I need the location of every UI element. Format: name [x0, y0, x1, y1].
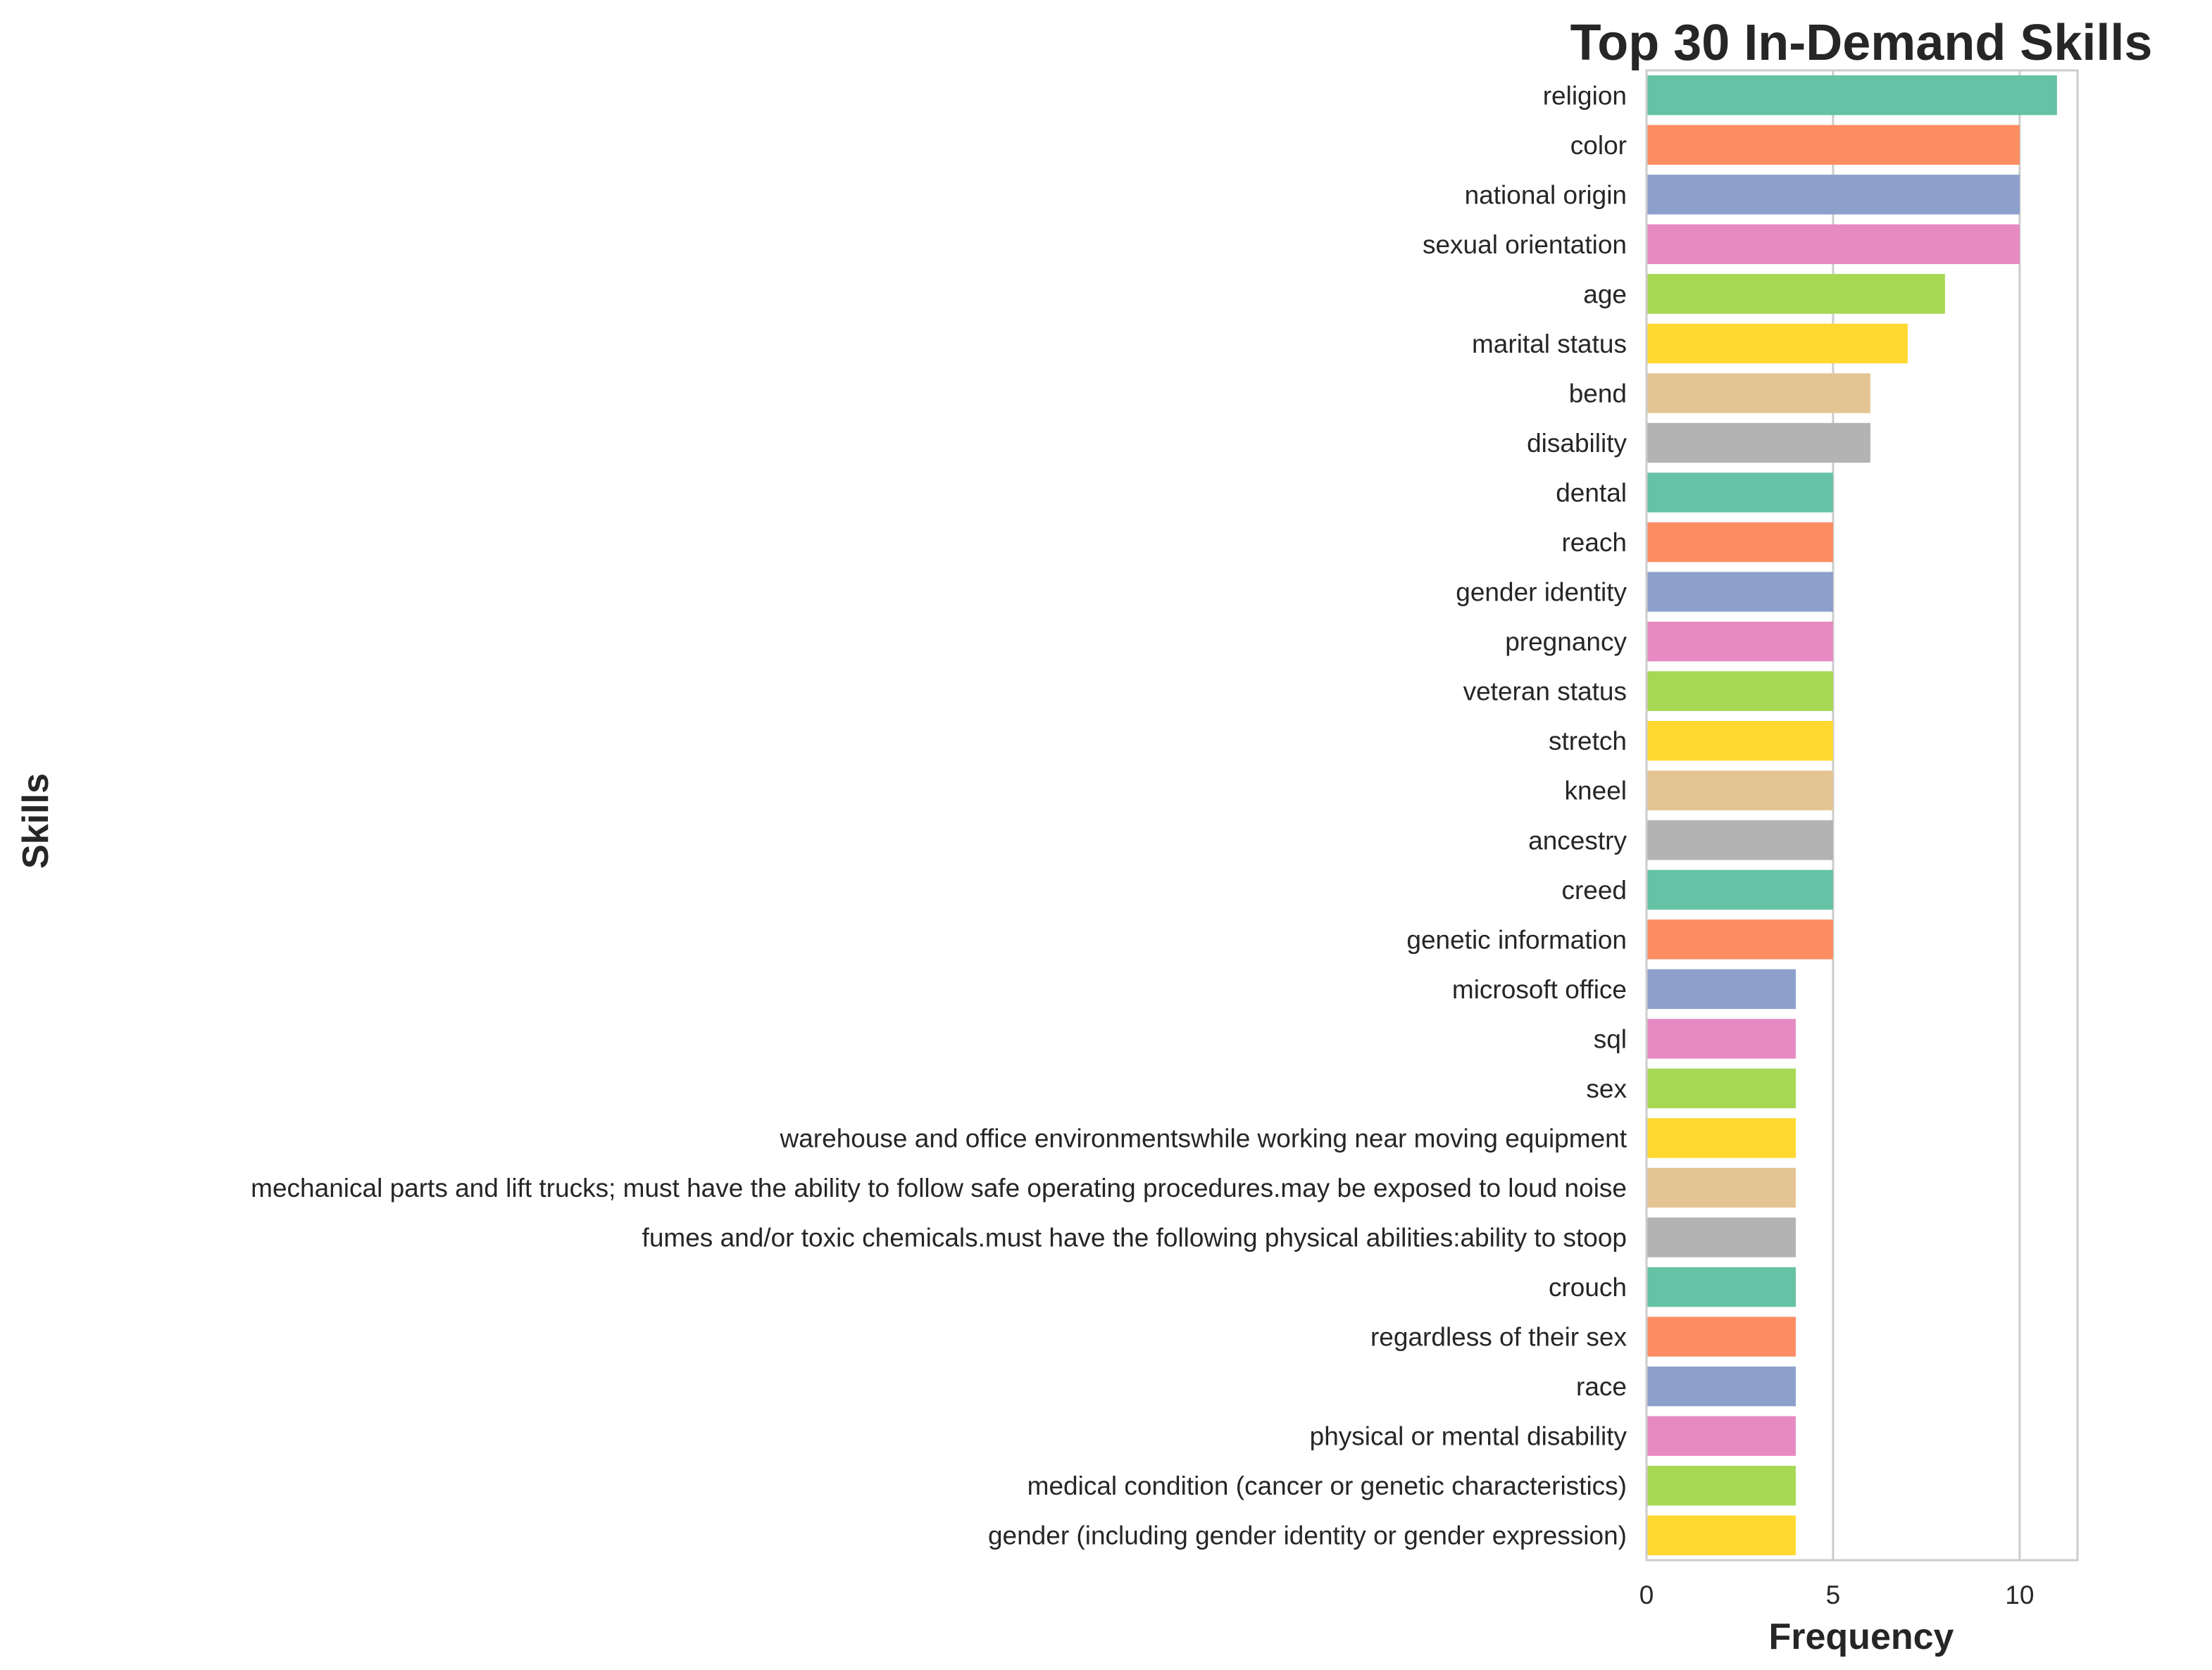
x-tick-label: 5 — [1826, 1581, 1841, 1609]
plot-frame — [1645, 69, 2079, 1562]
bar-gender-identity — [1646, 572, 1833, 612]
bar-bend — [1646, 373, 1870, 413]
bar-microsoft-office — [1646, 969, 1796, 1010]
y-tick-label: color — [1570, 131, 1627, 160]
y-tick-label: sql — [1594, 1024, 1627, 1053]
y-tick-label: creed — [1561, 876, 1627, 905]
y-tick-label: pregnancy — [1505, 627, 1627, 656]
y-tick-label: fumes and/or toxic chemicals.must have t… — [642, 1224, 1627, 1252]
y-tick-label: reach — [1561, 528, 1627, 557]
bar-national-origin — [1646, 175, 2020, 215]
bar-creed — [1646, 869, 1833, 910]
bar-marital-status — [1646, 323, 1908, 364]
bar-kneel — [1646, 770, 1833, 810]
y-tick-label: warehouse and office environmentswhile w… — [780, 1124, 1627, 1153]
bar-medical-condition-cancer-or-genetic-characteristics — [1646, 1465, 1796, 1506]
bar-fumes-and-or-toxic-chemicals-must-have-the-following-physical-abilities-ability-to-stoop — [1646, 1217, 1796, 1257]
y-tick-label: age — [1583, 280, 1627, 308]
bar-physical-or-mental-disability — [1646, 1416, 1796, 1456]
bar-dental — [1646, 472, 1833, 513]
y-tick-label: gender (including gender identity or gen… — [988, 1521, 1627, 1550]
y-tick-label: religion — [1543, 81, 1627, 110]
y-tick-label: race — [1576, 1372, 1627, 1401]
bar-sex — [1646, 1068, 1796, 1109]
x-axis-label: Frequency — [1769, 1616, 1954, 1657]
y-tick-label: medical condition (cancer or genetic cha… — [1027, 1471, 1627, 1500]
y-tick-label: genetic information — [1406, 925, 1627, 954]
y-tick-label: crouch — [1549, 1273, 1627, 1302]
bar-age — [1646, 274, 1945, 314]
y-axis-label: Skills — [15, 773, 56, 869]
bar-crouch — [1646, 1267, 1796, 1307]
bar-warehouse-and-office-environmentswhile-working-near-moving-equipment — [1646, 1118, 1796, 1158]
y-tick-label: dental — [1556, 479, 1627, 508]
y-tick-label: stretch — [1549, 727, 1627, 755]
y-tick-label: national origin — [1465, 180, 1627, 209]
x-tick-label: 0 — [1639, 1581, 1654, 1609]
bar-genetic-information — [1646, 919, 1833, 960]
y-tick-label: microsoft office — [1452, 975, 1627, 1004]
bar-religion — [1646, 75, 2057, 115]
bar-race — [1646, 1366, 1796, 1407]
y-tick-label: veteran status — [1463, 677, 1627, 706]
bar-veteran-status — [1646, 671, 1833, 711]
bar-gender-including-gender-identity-or-gender-expression — [1646, 1515, 1796, 1555]
bar-ancestry — [1646, 820, 1833, 860]
plot-area-border — [1645, 69, 2079, 1562]
y-tick-labels: religion color national origin sexual orien… — [251, 81, 1627, 1550]
y-tick-label: gender identity — [1456, 578, 1627, 607]
y-tick-label: kneel — [1565, 777, 1627, 805]
y-tick-label: mechanical parts and lift trucks; must h… — [251, 1174, 1627, 1203]
bars — [1646, 75, 2057, 1555]
bar-mechanical-parts-and-lift-trucks-must-have-the-ability-to-follow-safe-operating-procedures-may-be-exposed-to-loud-noise — [1646, 1167, 1796, 1208]
y-tick-label: sex — [1586, 1074, 1627, 1103]
y-tick-label: bend — [1569, 379, 1627, 408]
y-tick-label: marital status — [1472, 329, 1627, 358]
y-tick-label: regardless of their sex — [1370, 1323, 1627, 1352]
bar-pregnancy — [1646, 621, 1833, 662]
y-tick-label: physical or mental disability — [1310, 1422, 1627, 1451]
y-tick-label: disability — [1527, 429, 1627, 458]
bar-stretch — [1646, 720, 1833, 761]
bar-reach — [1646, 522, 1833, 563]
bar-sql — [1646, 1019, 1796, 1059]
y-tick-label: ancestry — [1528, 826, 1627, 855]
x-tick-labels: 0 5 10 — [1639, 1581, 2035, 1609]
x-tick-label: 10 — [2005, 1581, 2034, 1609]
y-tick-label: sexual orientation — [1423, 230, 1627, 259]
bar-regardless-of-their-sex — [1646, 1317, 1796, 1357]
chart-title: Top 30 In-Demand Skills — [1570, 15, 2153, 71]
bar-sexual-orientation — [1646, 224, 2020, 265]
bar-color — [1646, 125, 2020, 165]
bar-disability — [1646, 422, 1870, 463]
